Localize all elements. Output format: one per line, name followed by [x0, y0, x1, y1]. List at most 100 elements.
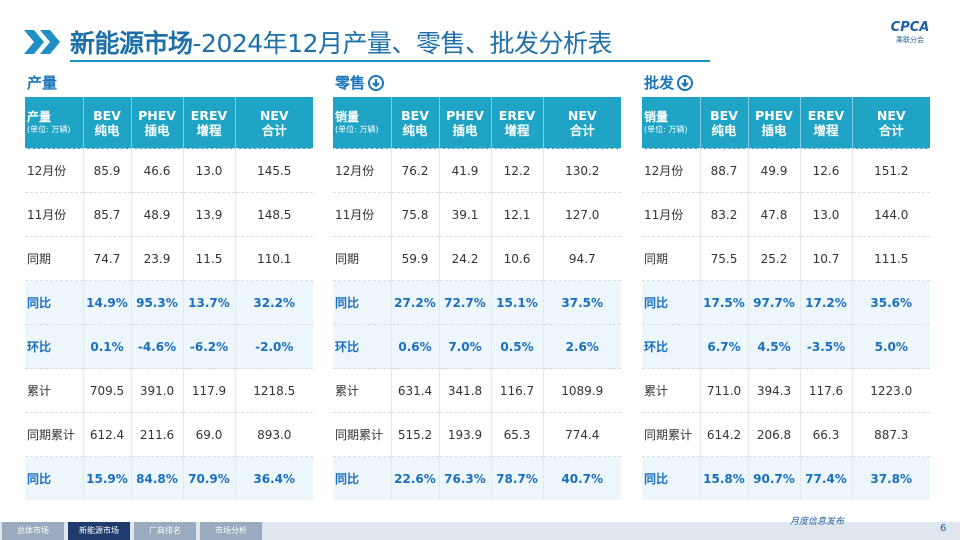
- row-label: 环比: [642, 324, 700, 369]
- value-cell: 95.3%: [130, 280, 183, 325]
- down-icon: [368, 74, 385, 91]
- value-cell: 85.9: [82, 148, 131, 193]
- value-cell: 151.2: [851, 148, 930, 193]
- table-row: 11月份 83.2 47.8 13.0 144.0: [642, 192, 930, 237]
- footer-tab[interactable]: 厂商排名: [134, 522, 196, 540]
- corner-unit: (单位: 万辆): [335, 125, 379, 134]
- value-cell: -4.6%: [130, 324, 183, 369]
- table-row: 同期 75.5 25.2 10.7 111.5: [642, 236, 930, 281]
- section-label: 产量: [27, 74, 58, 92]
- footer-note: 月度信息发布: [790, 517, 845, 527]
- row-label: 同比: [25, 280, 83, 325]
- column-header-line: 增程: [196, 122, 222, 138]
- table-row: 同比 27.2% 72.7% 15.1% 37.5%: [333, 280, 621, 325]
- row-label: 同比: [333, 280, 391, 325]
- value-cell: 394.3: [747, 368, 800, 413]
- table-row: 11月份 85.7 48.9 13.9 148.5: [25, 192, 313, 237]
- value-cell: 116.7: [490, 368, 543, 413]
- value-cell: 5.0%: [851, 324, 930, 369]
- table-row: 同期 59.9 24.2 10.6 94.7: [333, 236, 621, 281]
- value-cell: 41.9: [438, 148, 491, 193]
- table-row: 11月份 75.8 39.1 12.1 127.0: [333, 192, 621, 237]
- footer-tab[interactable]: 市场分析: [200, 522, 262, 540]
- table-row: 同比 22.6% 76.3% 78.7% 40.7%: [333, 456, 621, 500]
- value-cell: 47.8: [747, 192, 800, 237]
- value-cell: 391.0: [130, 368, 183, 413]
- down-icon: [677, 74, 694, 91]
- value-cell: 12.1: [490, 192, 543, 237]
- corner-cell: 产量 (单位: 万辆): [25, 97, 83, 149]
- table-row: 环比 6.7% 4.5% -3.5% 5.0%: [642, 324, 930, 369]
- value-cell: 117.6: [799, 368, 852, 413]
- row-label: 同期累计: [333, 412, 391, 457]
- value-cell: 11.5: [182, 236, 235, 281]
- logo-text: CPCA: [890, 20, 930, 35]
- column-header-line: BEV: [710, 107, 738, 123]
- value-cell: 13.9: [182, 192, 235, 237]
- table-row: 同比 14.9% 95.3% 13.7% 32.2%: [25, 280, 313, 325]
- title-rest: -2024年12月产量、零售、批发分析表: [192, 29, 613, 58]
- value-cell: 39.1: [438, 192, 491, 237]
- value-cell: 144.0: [851, 192, 930, 237]
- column-header: EREV 增程: [490, 97, 543, 149]
- value-cell: 341.8: [438, 368, 491, 413]
- row-label: 12月份: [333, 148, 391, 193]
- value-cell: 887.3: [851, 412, 930, 457]
- row-label: 同比: [25, 456, 83, 500]
- value-cell: 25.2: [747, 236, 800, 281]
- value-cell: 90.7%: [747, 456, 800, 500]
- table-row: 同比 15.9% 84.8% 70.9% 36.4%: [25, 456, 313, 500]
- row-label: 环比: [25, 324, 83, 369]
- column-header-line: 合计: [569, 122, 595, 138]
- value-cell: 65.3: [490, 412, 543, 457]
- value-cell: 148.5: [234, 192, 313, 237]
- value-cell: 631.4: [390, 368, 439, 413]
- corner-label: 销量: [335, 110, 360, 124]
- footer-tab[interactable]: 新能源市场: [68, 522, 130, 540]
- corner-cell: 销量 (单位: 万辆): [333, 97, 391, 149]
- row-label: 同期: [642, 236, 700, 281]
- value-cell: 70.9%: [182, 456, 235, 500]
- column-header: NEV 合计: [851, 97, 930, 149]
- row-label: 12月份: [642, 148, 700, 193]
- row-label: 同期累计: [642, 412, 700, 457]
- column-header-line: 增程: [813, 122, 839, 138]
- value-cell: 97.7%: [747, 280, 800, 325]
- table-row: 同期累计 612.4 211.6 69.0 893.0: [25, 412, 313, 457]
- table-row: 12月份 85.9 46.6 13.0 145.5: [25, 148, 313, 193]
- title-main: 新能源市场: [70, 29, 193, 58]
- column-header: BEV 纯电: [82, 97, 131, 149]
- row-label: 累计: [25, 368, 83, 413]
- row-label: 同期累计: [25, 412, 83, 457]
- footer-tab[interactable]: 总体市场: [2, 522, 64, 540]
- value-cell: 15.9%: [82, 456, 131, 500]
- value-cell: 12.2: [490, 148, 543, 193]
- value-cell: 48.9: [130, 192, 183, 237]
- corner-unit: (单位: 万辆): [644, 125, 688, 134]
- column-header: BEV 纯电: [699, 97, 748, 149]
- value-cell: 35.6%: [851, 280, 930, 325]
- column-header-line: BEV: [401, 107, 429, 123]
- table-row: 同期 74.7 23.9 11.5 110.1: [25, 236, 313, 281]
- value-cell: 12.6: [799, 148, 852, 193]
- value-cell: 1089.9: [542, 368, 621, 413]
- row-label: 环比: [333, 324, 391, 369]
- column-header-line: 合计: [878, 122, 904, 138]
- value-cell: 36.4%: [234, 456, 313, 500]
- row-label: 12月份: [25, 148, 83, 193]
- corner-unit: (单位: 万辆): [27, 125, 71, 134]
- data-table: 销量 (单位: 万辆) BEV 纯电 PHEV 插电 EREV 增程 NEV 合计 12月份 76.2…: [333, 97, 621, 500]
- value-cell: 24.2: [438, 236, 491, 281]
- column-header-line: 插电: [144, 122, 170, 138]
- table-row: 同期累计 515.2 193.9 65.3 774.4: [333, 412, 621, 457]
- value-cell: 27.2%: [390, 280, 439, 325]
- section-label: 批发: [644, 74, 675, 92]
- value-cell: 15.1%: [490, 280, 543, 325]
- column-header: PHEV 插电: [130, 97, 183, 149]
- value-cell: 78.7%: [490, 456, 543, 500]
- value-cell: 1218.5: [234, 368, 313, 413]
- column-header: NEV 合计: [234, 97, 313, 149]
- table-row: 累计 709.5 391.0 117.9 1218.5: [25, 368, 313, 413]
- column-header-line: 纯电: [711, 122, 737, 138]
- value-cell: 6.7%: [699, 324, 748, 369]
